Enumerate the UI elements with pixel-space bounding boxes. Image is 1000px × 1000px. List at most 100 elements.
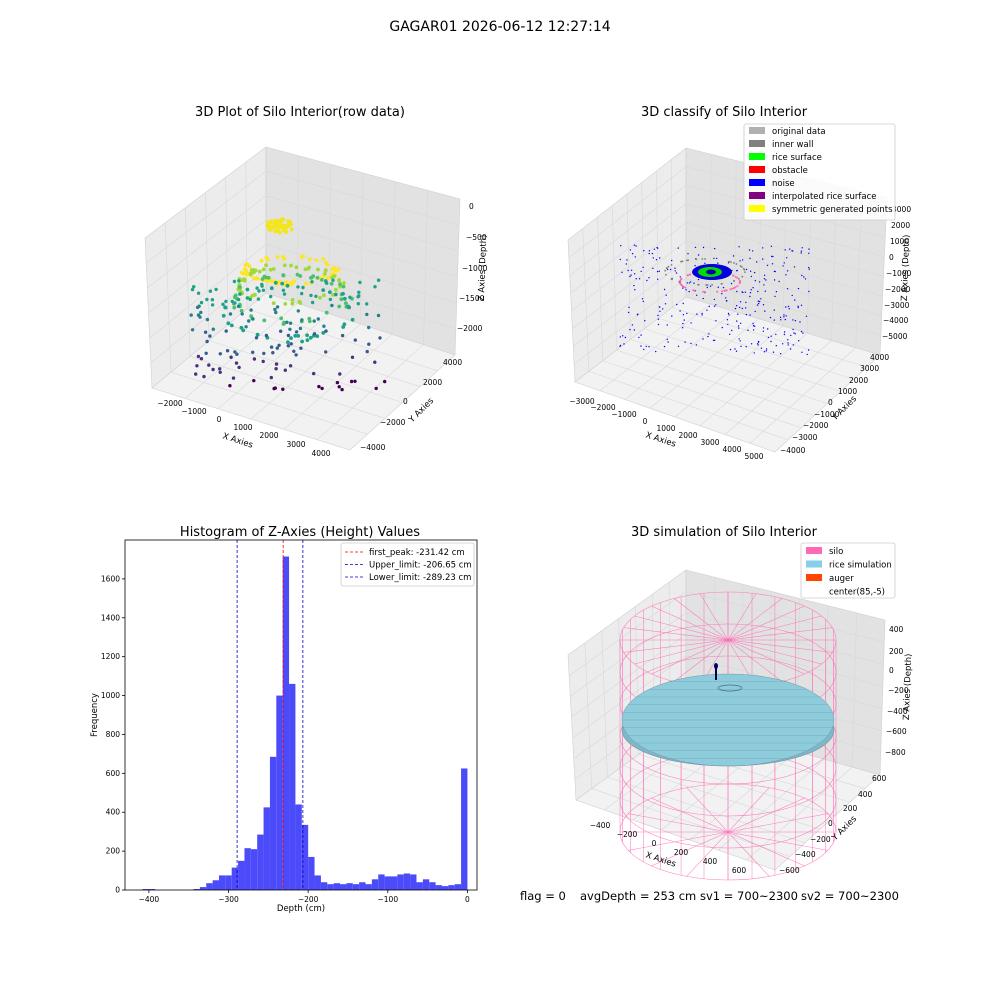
noise-point (714, 247, 716, 250)
noise-point (717, 286, 719, 288)
noise-point (760, 298, 762, 300)
noise-point (762, 258, 764, 260)
noise-point (797, 287, 800, 290)
raw-data-point (295, 272, 300, 277)
classify-x-tick: −2000 (590, 403, 616, 412)
raw-data-point (269, 278, 273, 283)
silo-roof-spoke (634, 639, 729, 665)
raw-data-point (228, 384, 232, 388)
noise-point (726, 319, 729, 321)
silo-roof-spoke (651, 605, 729, 641)
inner-wall-point (666, 267, 668, 269)
raw-data-point (275, 346, 279, 350)
noise-point (764, 290, 766, 292)
raw-data-point (276, 220, 281, 225)
noise-point (747, 329, 749, 331)
simulation-y-ticks: 600 400 200 0 −200 −400 −600 (779, 774, 887, 875)
simulation-x-ticks: −400 −200 0 200 400 600 (590, 821, 747, 875)
noise-point (640, 345, 642, 347)
raw-data-point (210, 303, 215, 307)
noise-point (706, 309, 708, 311)
simulation-x-tick: 0 (652, 839, 657, 848)
noise-point (745, 301, 747, 304)
noise-point (696, 313, 698, 315)
raw-data-point (338, 282, 342, 287)
noise-point (736, 290, 738, 293)
noise-point (745, 307, 747, 309)
legend-swatch (806, 560, 822, 568)
raw-data-point (240, 312, 244, 316)
classify-y-tick: 1000 (838, 387, 857, 396)
raw-data-point (321, 331, 326, 335)
histogram-bar (410, 874, 417, 890)
raw-data-point (229, 355, 233, 359)
simulation-y-label: Y Axies (829, 814, 859, 844)
grid-line (851, 612, 857, 768)
histogram-bar (441, 886, 449, 890)
raw-data-point (271, 267, 276, 271)
noise-point (750, 289, 752, 291)
grid-line (644, 328, 841, 392)
raw-data-point (376, 278, 381, 282)
y-tick-label: 1400 (101, 613, 120, 622)
noise-point (783, 314, 785, 316)
raw-data-point (261, 267, 266, 272)
noise-point (793, 332, 795, 334)
interpolated-point (684, 286, 687, 289)
raw-data-point (315, 334, 320, 338)
noise-point (800, 304, 803, 306)
noise-point (652, 267, 654, 269)
raw-data-point (265, 279, 270, 283)
raw-data-point (296, 285, 300, 289)
raw-data-point (279, 316, 284, 321)
raw-data-point (289, 227, 294, 232)
raw-z-tick: −1500 (459, 294, 485, 303)
classify-y-tick: 0 (828, 398, 833, 407)
inner-wall-point (667, 265, 670, 268)
histogram-bar (333, 883, 341, 890)
inner-wall-point (706, 284, 709, 286)
raw-data-point (315, 275, 320, 280)
noise-point (657, 314, 659, 317)
classify-y-tick: −4000 (780, 446, 806, 455)
raw-data-point (320, 278, 324, 282)
noise-point (760, 347, 763, 349)
raw-data-point (254, 276, 258, 281)
noise-point (754, 310, 756, 313)
y-tick-label: 400 (106, 808, 121, 817)
raw-data-point (344, 301, 348, 306)
noise-point (750, 275, 753, 278)
histogram-bar (403, 873, 411, 890)
raw-data-point (337, 304, 342, 309)
noise-point (626, 259, 628, 261)
noise-point (635, 278, 637, 280)
raw-data-point (205, 297, 209, 302)
raw-data-point (316, 267, 320, 272)
grid-line (685, 633, 883, 687)
y-tick-label: 1600 (101, 574, 120, 583)
legend-label: auger (829, 574, 854, 584)
noise-point (648, 346, 650, 348)
noise-point (773, 309, 775, 311)
classify-legend-frame (743, 123, 896, 221)
noise-point (740, 345, 742, 348)
raw-data-point (266, 257, 270, 262)
raw-data-point (331, 266, 336, 271)
noise-point (677, 345, 680, 347)
noise-point (758, 300, 761, 303)
simulation-plot-title: 3D simulation of Silo Interior (631, 525, 818, 540)
raw-data-point (358, 280, 362, 285)
raw-data-point (328, 297, 333, 302)
legend-swatch (749, 192, 765, 199)
noise-point (730, 282, 733, 285)
noise-point (749, 295, 751, 298)
raw-data-point (294, 330, 299, 334)
grid-line (150, 268, 267, 364)
noise-point (707, 335, 709, 338)
noise-point (736, 269, 738, 272)
raw-data-point (290, 301, 295, 306)
raw-data-point (282, 321, 286, 326)
noise-point (688, 282, 691, 284)
raw-data-point (303, 281, 308, 286)
interpolated-point (680, 278, 682, 281)
